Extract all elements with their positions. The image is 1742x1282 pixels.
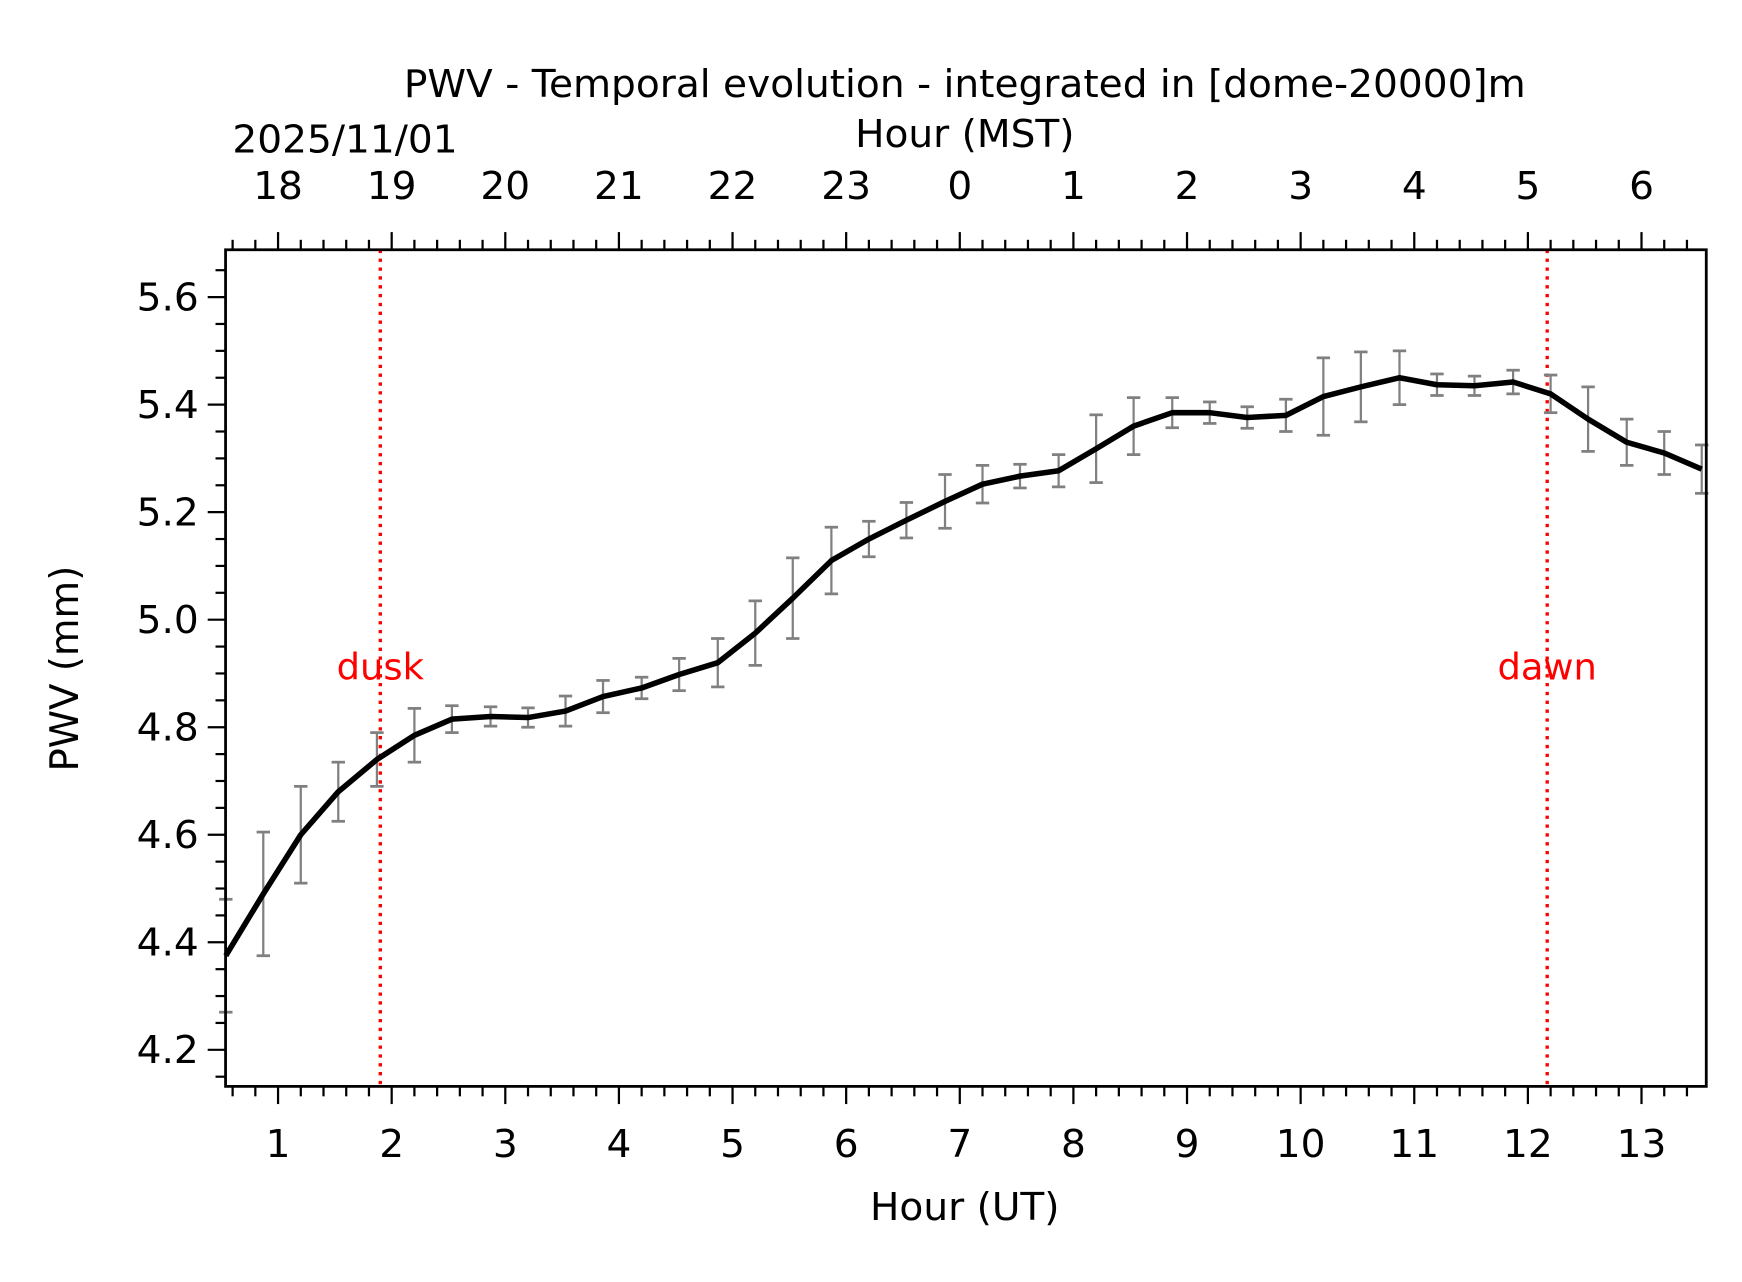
x-tick-label: 9 <box>1175 1122 1200 1167</box>
top-x-tick-label: 19 <box>367 164 417 209</box>
y-tick-label: 4.2 <box>137 1028 199 1073</box>
x-axis-label: Hour (UT) <box>870 1185 1060 1230</box>
plot-frame <box>224 248 1708 1088</box>
top-x-tick-label: 4 <box>1402 164 1427 209</box>
x-tick-label: 3 <box>493 1122 518 1167</box>
y-tick-label: 5.2 <box>137 491 199 536</box>
pwv-series-line <box>223 374 1703 958</box>
x-tick-label: 12 <box>1503 1122 1553 1167</box>
top-axis-label: Hour (MST) <box>855 112 1074 157</box>
top-x-tick-label: 3 <box>1288 164 1313 209</box>
x-tick-label: 10 <box>1276 1122 1326 1167</box>
y-tick-label: 5.4 <box>137 383 199 428</box>
top-x-tick-label: 1 <box>1061 164 1086 209</box>
x-tick-label: 5 <box>720 1122 745 1167</box>
top-x-tick-label: 21 <box>594 164 644 209</box>
y-tick-label: 4.6 <box>137 813 199 858</box>
y-tick-label: 4.4 <box>137 921 199 966</box>
top-x-tick-label: 23 <box>821 164 871 209</box>
top-x-tick-label: 0 <box>947 164 972 209</box>
x-tick-label: 11 <box>1389 1122 1439 1167</box>
y-tick-label: 5.6 <box>137 276 199 321</box>
top-x-tick-label: 18 <box>253 164 303 209</box>
top-x-tick-label: 5 <box>1515 164 1540 209</box>
dusk-label: dusk <box>337 646 425 689</box>
top-x-tick-label: 6 <box>1629 164 1654 209</box>
x-tick-label: 2 <box>379 1122 404 1167</box>
x-tick-label: 6 <box>834 1122 859 1167</box>
date-label: 2025/11/01 <box>232 118 457 163</box>
top-x-tick-label: 2 <box>1175 164 1200 209</box>
top-x-tick-label: 20 <box>480 164 530 209</box>
x-tick-label: 8 <box>1061 1122 1086 1167</box>
y-tick-label: 4.8 <box>137 706 199 751</box>
dawn-label: dawn <box>1497 646 1596 689</box>
y-tick-label: 5.0 <box>137 598 199 643</box>
y-axis-label: PWV (mm) <box>43 566 88 772</box>
x-tick-label: 7 <box>947 1122 972 1167</box>
x-tick-label: 1 <box>266 1122 291 1167</box>
x-tick-label: 13 <box>1617 1122 1667 1167</box>
x-tick-label: 4 <box>606 1122 631 1167</box>
top-x-tick-label: 22 <box>708 164 758 209</box>
chart-title: PWV - Temporal evolution - integrated in… <box>404 62 1526 107</box>
